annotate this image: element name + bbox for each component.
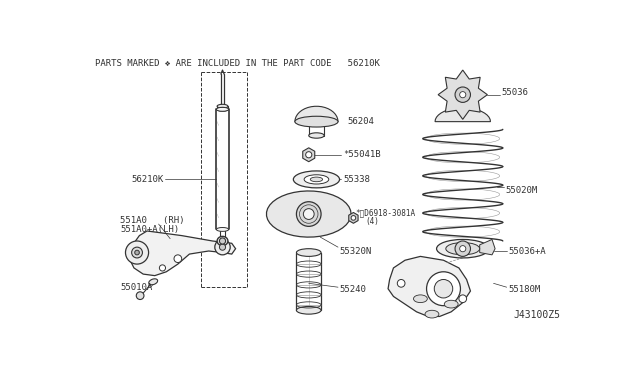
Ellipse shape [446,243,480,255]
Polygon shape [303,148,315,162]
Text: 551A0   (RH): 551A0 (RH) [120,216,184,225]
Text: 551A0+A(LH): 551A0+A(LH) [120,225,179,234]
Circle shape [455,241,470,256]
Circle shape [296,202,321,226]
Ellipse shape [217,104,228,108]
Ellipse shape [308,133,324,138]
Text: 56204: 56204 [348,117,374,126]
Circle shape [136,292,144,299]
Circle shape [220,238,225,244]
Ellipse shape [425,310,439,318]
Circle shape [455,87,470,102]
Circle shape [135,250,140,255]
Text: 55240: 55240 [340,285,367,294]
Ellipse shape [217,108,228,111]
Ellipse shape [216,108,228,111]
Polygon shape [438,70,488,119]
Circle shape [132,247,143,258]
Circle shape [125,241,148,264]
Circle shape [460,246,466,252]
Ellipse shape [413,295,428,302]
Text: *55041B: *55041B [344,150,381,159]
Circle shape [220,244,225,250]
Polygon shape [129,231,236,276]
Circle shape [435,279,452,298]
Text: J43100Z5: J43100Z5 [513,310,561,320]
Ellipse shape [436,240,489,258]
Ellipse shape [148,279,157,285]
Circle shape [459,295,467,302]
Ellipse shape [296,307,321,314]
Ellipse shape [310,177,323,182]
Text: (4): (4) [365,217,379,226]
Circle shape [460,92,466,98]
Ellipse shape [296,249,321,256]
Text: 56210K: 56210K [132,175,164,184]
Ellipse shape [216,228,228,231]
Text: 55036: 55036 [501,88,528,97]
Text: 55338: 55338 [344,175,371,184]
Circle shape [426,272,460,306]
Text: 55036+A: 55036+A [508,247,546,256]
Circle shape [351,216,356,220]
Ellipse shape [295,116,338,127]
Polygon shape [266,191,351,237]
Text: PARTS MARKED ❖ ARE INCLUDED IN THE PART CODE   56210K: PARTS MARKED ❖ ARE INCLUDED IN THE PART … [95,58,380,67]
Circle shape [159,265,166,271]
Polygon shape [480,240,495,255]
Polygon shape [435,108,490,122]
Polygon shape [349,212,358,223]
Ellipse shape [217,236,228,246]
Circle shape [215,240,230,255]
Text: 55180M: 55180M [508,285,540,294]
Text: *ⓃD6918-3081A: *ⓃD6918-3081A [355,208,415,217]
Circle shape [397,279,405,287]
Ellipse shape [304,175,329,184]
Text: 55010A: 55010A [120,283,152,292]
Text: 55320N: 55320N [340,247,372,256]
Circle shape [306,152,312,158]
Polygon shape [388,256,470,317]
Text: 55020M: 55020M [505,186,538,195]
Circle shape [174,255,182,263]
Circle shape [303,209,314,219]
Ellipse shape [444,300,458,308]
Ellipse shape [293,171,340,188]
Polygon shape [295,106,338,122]
